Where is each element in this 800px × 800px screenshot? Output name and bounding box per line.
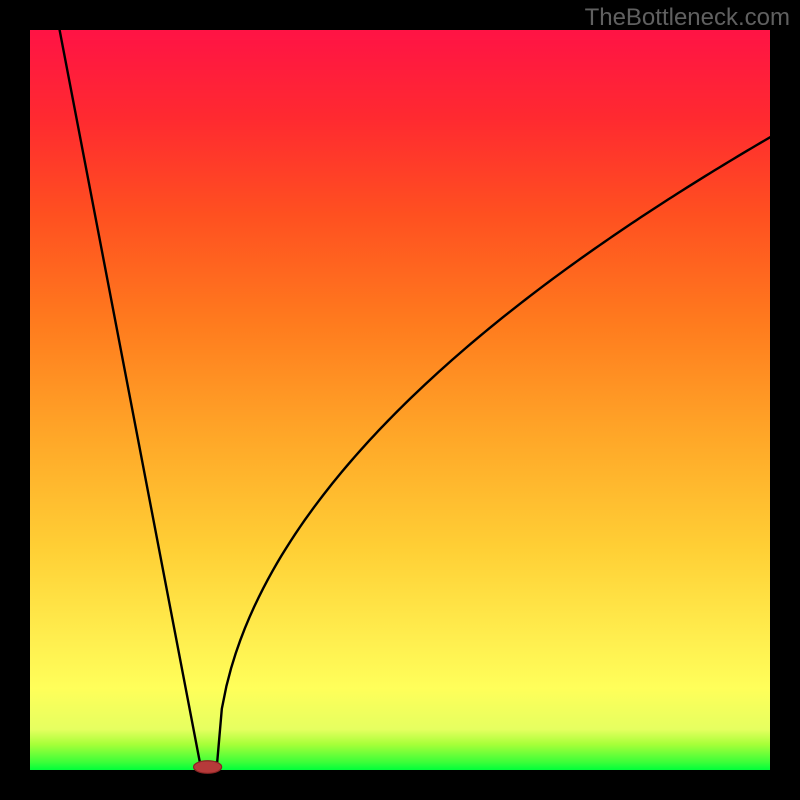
chart-container: TheBottleneck.com	[0, 0, 800, 800]
chart-background	[30, 30, 770, 770]
optimal-point-marker	[194, 761, 222, 774]
watermark-text: TheBottleneck.com	[585, 4, 790, 32]
chart-svg	[0, 0, 800, 800]
